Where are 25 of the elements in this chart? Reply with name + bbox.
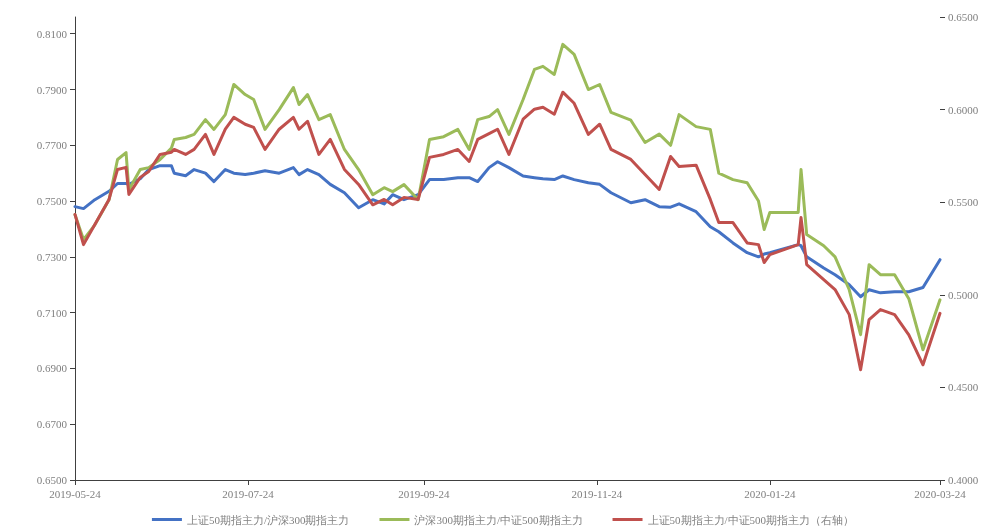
legend-label: 上证50期指主力/中证500期指主力（右轴） xyxy=(647,513,855,526)
y2-tick-label: 0.5500 xyxy=(948,196,979,209)
y-tick-label: 0.6700 xyxy=(36,418,68,431)
y2-tick-label: 0.4000 xyxy=(948,474,979,486)
x-tick-label: 2019-11-24 xyxy=(571,487,623,500)
x-tick-label: 2019-09-24 xyxy=(398,487,450,500)
x-tick-label: 2020-03-24 xyxy=(914,487,967,500)
y2-tick-label: 0.4500 xyxy=(948,381,979,394)
y2-tick-label: 0.6500 xyxy=(948,11,979,23)
y2-tick-label: 0.5000 xyxy=(948,288,979,301)
y2-tick-label: 0.6000 xyxy=(948,103,979,116)
y-tick-label: 0.6900 xyxy=(36,362,68,375)
y-tick-label: 0.7500 xyxy=(36,195,68,208)
y-tick-label: 0.7300 xyxy=(36,250,68,263)
y-tick-label: 0.7100 xyxy=(36,306,68,319)
legend-label: 上证50期指主力/沪深300期指主力 xyxy=(186,513,350,526)
line-series xyxy=(73,90,942,372)
y-tick-label: 0.7900 xyxy=(36,83,68,96)
y-tick-label: 0.8100 xyxy=(36,27,68,40)
legend-label: 沪深300期指主力/中证500期指主力 xyxy=(414,513,583,526)
y-tick-label: 0.6500 xyxy=(36,474,68,486)
x-tick-label: 2020-01-24 xyxy=(744,487,796,500)
x-tick-label: 2019-05-24 xyxy=(49,487,102,500)
y-tick-label: 0.7700 xyxy=(36,139,68,152)
x-tick-label: 2019-07-24 xyxy=(222,487,275,500)
